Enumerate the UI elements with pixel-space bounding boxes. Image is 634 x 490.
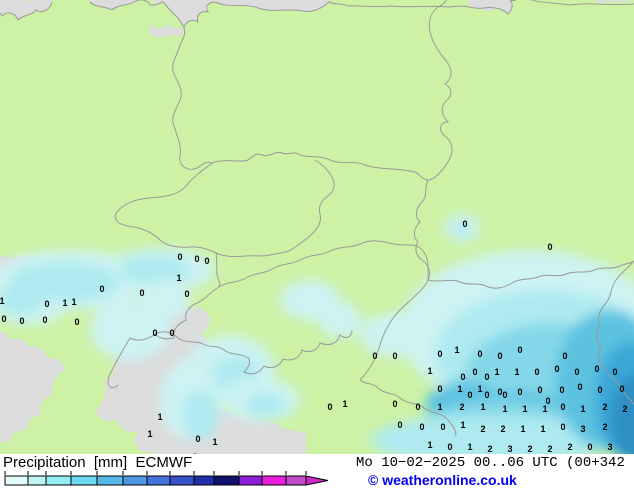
svg-text:0: 0 [587,442,592,452]
svg-text:1: 1 [71,297,76,307]
svg-text:2: 2 [480,424,485,434]
svg-text:3: 3 [607,442,612,452]
svg-text:1: 1 [480,402,485,412]
svg-text:1: 1 [522,404,527,414]
svg-text:0: 0 [467,390,472,400]
svg-text:0: 0 [195,434,200,444]
svg-text:1: 1 [427,440,432,450]
svg-text:0: 0 [484,372,489,382]
svg-text:0: 0 [554,364,559,374]
svg-text:0: 0 [419,422,424,432]
svg-text:1: 1 [427,366,432,376]
svg-text:0: 0 [594,364,599,374]
svg-text:1: 1 [147,429,152,439]
svg-text:1: 1 [454,345,459,355]
svg-text:1: 1 [514,367,519,377]
svg-text:1: 1 [502,404,507,414]
svg-text:0: 0 [440,422,445,432]
svg-text:0: 0 [534,367,539,377]
svg-text:0: 0 [574,367,579,377]
svg-text:2: 2 [500,424,505,434]
svg-text:2: 2 [459,402,464,412]
svg-text:0: 0 [497,387,502,397]
svg-text:0: 0 [477,349,482,359]
svg-text:1: 1 [542,404,547,414]
svg-text:1: 1 [467,442,472,452]
svg-text:0: 0 [372,351,377,361]
svg-text:0: 0 [204,256,209,266]
svg-text:0: 0 [392,351,397,361]
svg-text:0: 0 [577,382,582,392]
svg-text:1: 1 [62,298,67,308]
svg-text:0: 0 [462,219,467,229]
svg-text:1: 1 [580,404,585,414]
svg-text:2: 2 [547,444,552,454]
svg-text:0: 0 [612,367,617,377]
svg-text:0: 0 [19,316,24,326]
svg-text:2: 2 [602,422,607,432]
svg-text:0: 0 [139,288,144,298]
svg-text:0: 0 [559,385,564,395]
svg-text:0: 0 [472,367,477,377]
svg-text:0: 0 [74,317,79,327]
svg-text:2: 2 [622,404,627,414]
svg-text:1: 1 [342,399,347,409]
svg-text:0: 0 [497,351,502,361]
svg-text:0: 0 [99,284,104,294]
svg-text:3: 3 [507,444,512,454]
svg-text:1: 1 [540,424,545,434]
svg-text:0: 0 [517,387,522,397]
svg-text:3: 3 [580,424,585,434]
svg-text:0: 0 [517,345,522,355]
svg-text:0: 0 [597,385,602,395]
svg-text:0: 0 [619,384,624,394]
svg-text:2: 2 [567,442,572,452]
svg-text:1: 1 [457,384,462,394]
svg-text:0: 0 [152,328,157,338]
svg-text:0: 0 [560,402,565,412]
svg-text:0: 0 [169,328,174,338]
svg-text:1: 1 [437,402,442,412]
svg-text:1: 1 [477,384,482,394]
svg-text:2: 2 [527,444,532,454]
svg-text:0: 0 [447,442,452,452]
svg-text:1: 1 [157,412,162,422]
svg-text:0: 0 [502,390,507,400]
svg-text:1: 1 [0,296,5,306]
svg-text:0: 0 [42,315,47,325]
svg-text:1: 1 [176,273,181,283]
svg-text:2: 2 [602,402,607,412]
svg-text:0: 0 [537,385,542,395]
svg-text:0: 0 [484,390,489,400]
svg-text:1: 1 [460,420,465,430]
svg-text:0: 0 [460,372,465,382]
svg-text:0: 0 [177,252,182,262]
svg-text:0: 0 [392,399,397,409]
svg-text:0: 0 [1,314,6,324]
svg-text:0: 0 [415,402,420,412]
svg-text:0: 0 [437,384,442,394]
svg-text:0: 0 [194,254,199,264]
svg-text:2: 2 [487,444,492,454]
svg-text:1: 1 [494,367,499,377]
svg-text:1: 1 [520,424,525,434]
svg-text:0: 0 [560,422,565,432]
svg-text:0: 0 [437,349,442,359]
svg-text:0: 0 [327,402,332,412]
svg-text:0: 0 [184,289,189,299]
svg-text:0: 0 [44,299,49,309]
svg-text:0: 0 [562,351,567,361]
svg-text:0: 0 [397,420,402,430]
svg-text:0: 0 [547,242,552,252]
svg-text:1: 1 [212,437,217,447]
